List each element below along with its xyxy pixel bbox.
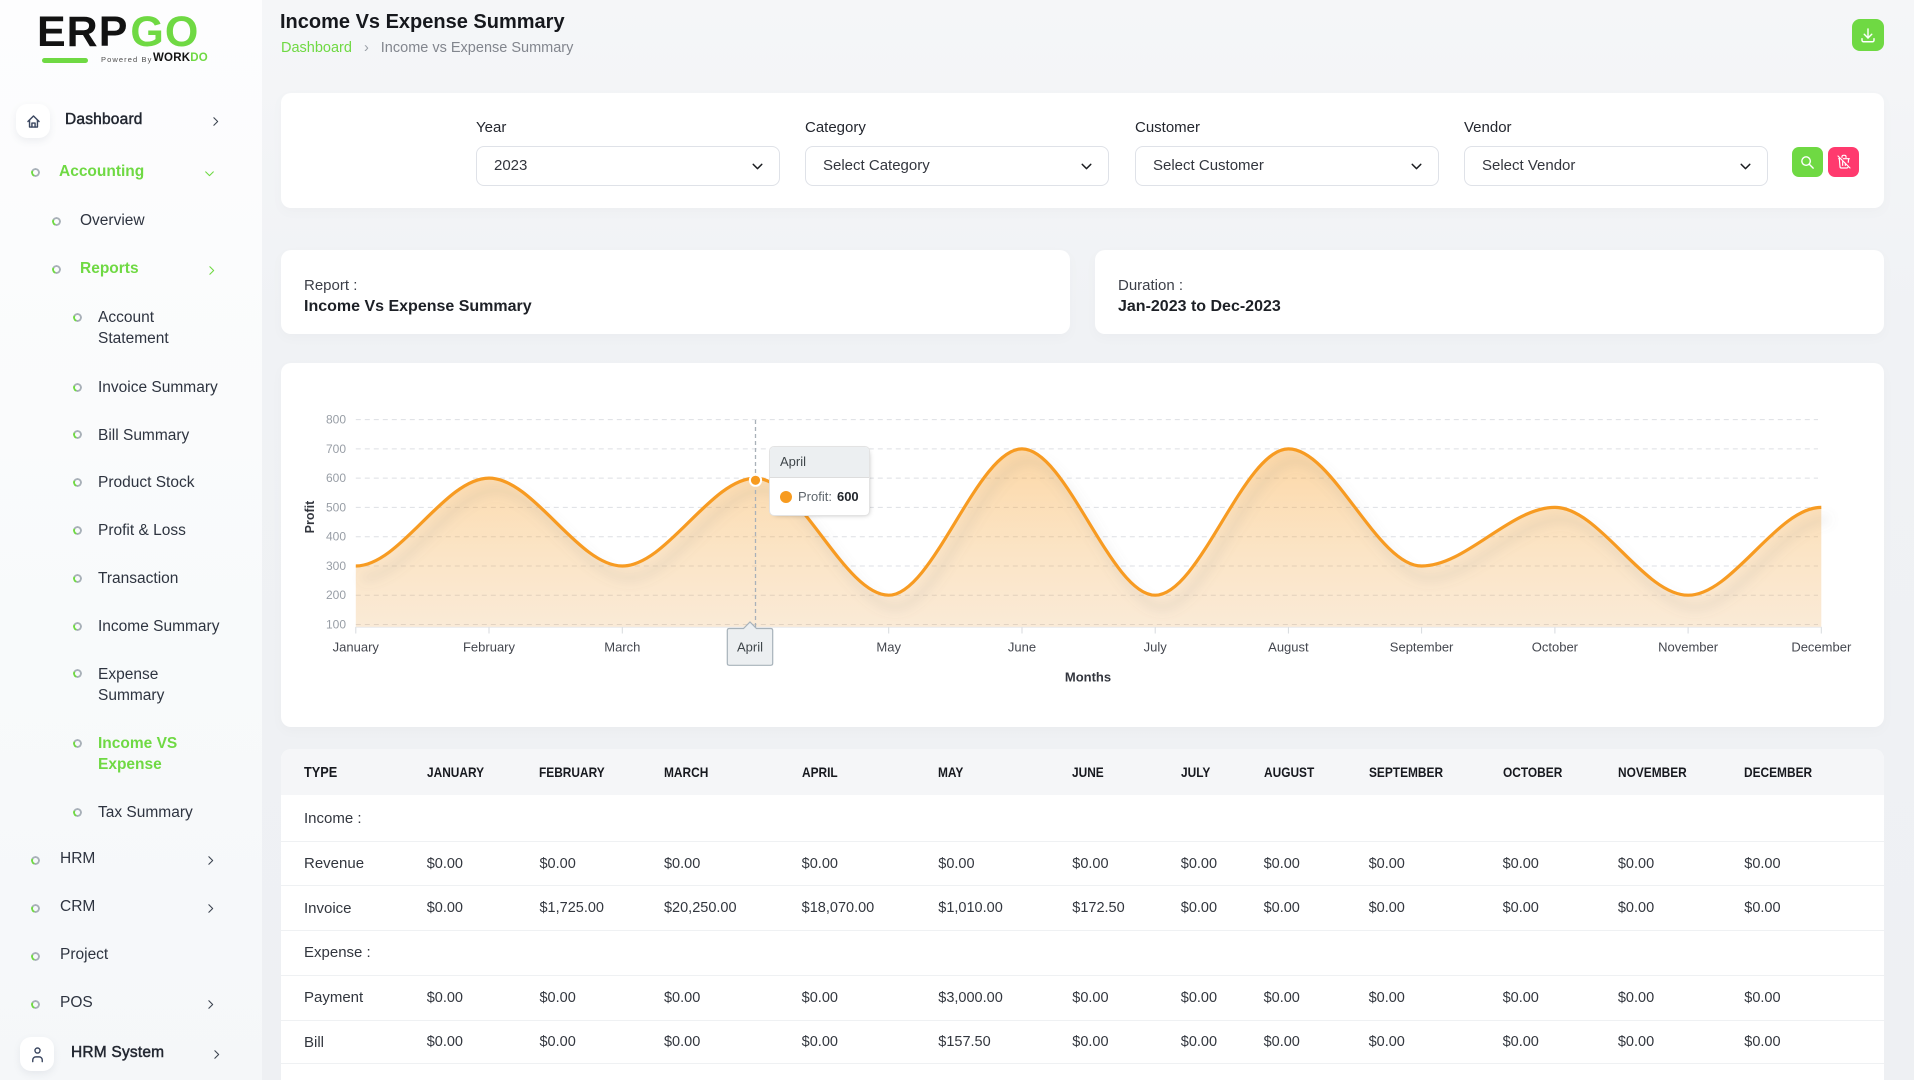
svg-text:June: June — [1008, 640, 1036, 655]
svg-text:November: November — [1658, 640, 1719, 655]
svg-text:January: January — [333, 640, 380, 655]
svg-text:700: 700 — [326, 442, 346, 456]
svg-text:October: October — [1532, 640, 1579, 655]
svg-text:800: 800 — [326, 413, 346, 427]
svg-text:February: February — [463, 640, 516, 655]
svg-text:July: July — [1144, 640, 1168, 655]
svg-text:400: 400 — [326, 530, 346, 544]
svg-text:600: 600 — [326, 471, 346, 485]
svg-text:300: 300 — [326, 559, 346, 573]
svg-text:December: December — [1791, 640, 1852, 655]
svg-text:March: March — [604, 640, 640, 655]
svg-text:Months: Months — [1065, 670, 1111, 685]
svg-text:May: May — [876, 640, 901, 655]
svg-text:500: 500 — [326, 500, 346, 514]
svg-text:100: 100 — [326, 618, 346, 632]
svg-text:Profit: Profit — [303, 500, 317, 533]
svg-text:April: April — [737, 640, 763, 655]
svg-text:200: 200 — [326, 588, 346, 602]
svg-text:September: September — [1390, 640, 1454, 655]
svg-text:August: August — [1268, 640, 1309, 655]
